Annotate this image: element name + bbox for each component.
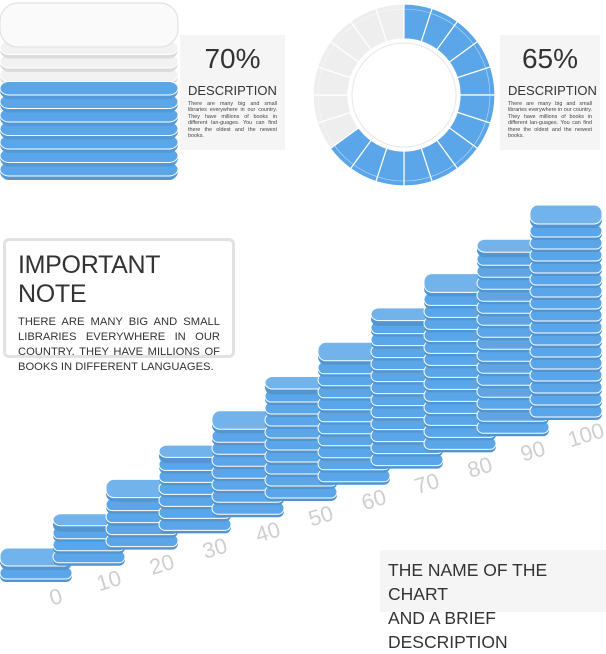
x-tick-label: 0 [46, 583, 65, 610]
stack-heading: DESCRIPTION [188, 83, 277, 98]
chart-caption: THE NAME OF THE CHART AND A BRIEF DESCRI… [380, 550, 606, 652]
caption-line: THE NAME OF THE CHART [388, 560, 548, 604]
x-tick-label: 80 [464, 452, 495, 483]
x-tick-label: 10 [93, 565, 124, 596]
x-tick-label: 100 [565, 418, 606, 453]
note-text: THERE ARE MANY BIG AND SMALL LIBRARIES E… [18, 316, 220, 373]
bar-column [529, 204, 603, 420]
caption-line: AND A BRIEF DESCRIPTION [388, 608, 508, 652]
donut-inner-ring [351, 42, 457, 148]
x-tick-label: 30 [199, 533, 230, 564]
stack-panel: 70% DESCRIPTION There are many big and s… [180, 35, 285, 150]
donut-segment [329, 127, 372, 170]
stack-rest [0, 2, 179, 86]
stack-text: There are many big and small libraries e… [188, 101, 277, 140]
donut-value-label: 65% [521, 43, 579, 74]
donut-filled [329, 3, 496, 187]
x-tick-label: 50 [305, 500, 336, 531]
slab-face [0, 81, 179, 96]
slab-top [529, 204, 603, 225]
x-tick-label: 40 [252, 516, 283, 547]
stack-filled [0, 81, 179, 180]
x-tick-label: 70 [411, 468, 442, 499]
donut-rest [312, 3, 405, 150]
note-box: IMPORTANT NOTE THERE ARE MANY BIG AND SM… [3, 238, 235, 373]
donut-panel: 65% DESCRIPTION There are many big and s… [500, 35, 600, 150]
x-tick-label: 60 [358, 484, 389, 515]
x-tick-label: 20 [146, 549, 177, 580]
note-title: IMPORTANT NOTE [18, 251, 160, 308]
slab-top [0, 2, 179, 48]
donut-outer-ring [317, 8, 491, 182]
graphics: 0 10 20 30 40 50 60 70 80 90 100 [0, 2, 606, 611]
donut-text: There are many big and small libraries e… [508, 101, 592, 140]
donut-heading: DESCRIPTION [508, 83, 597, 98]
x-tick-label: 90 [517, 435, 548, 466]
stack-value-label: 70% [204, 43, 261, 74]
